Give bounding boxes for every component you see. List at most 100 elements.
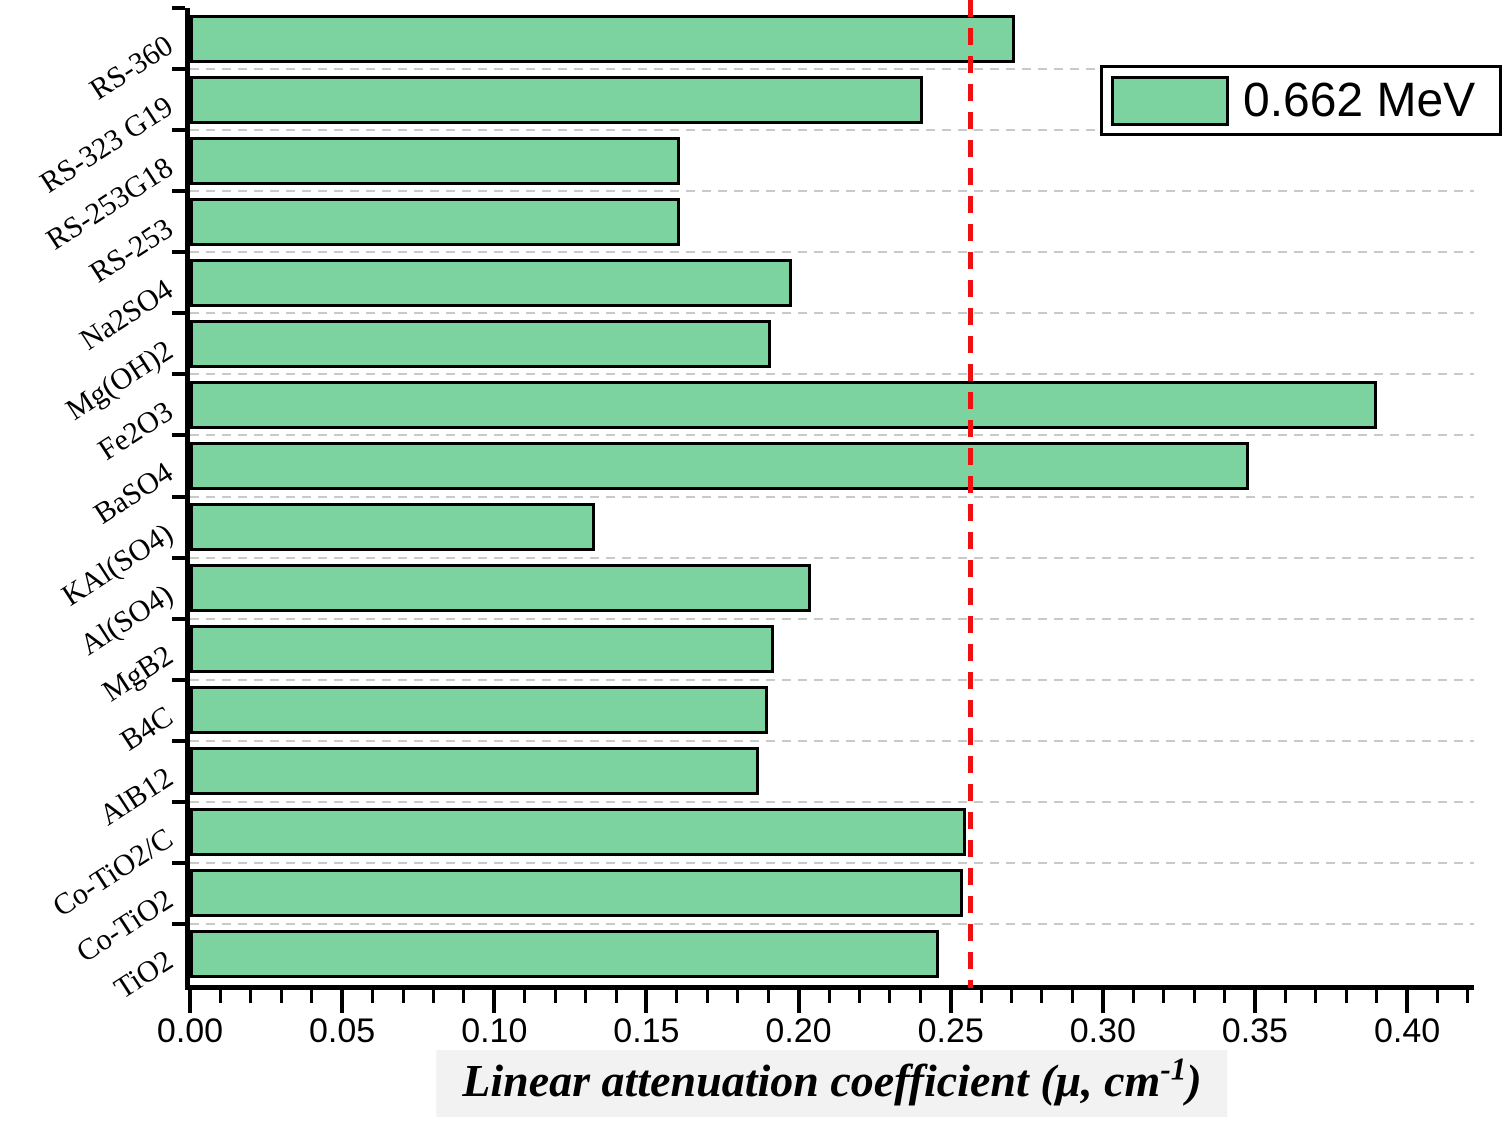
x-axis-minor-tick bbox=[1314, 990, 1318, 1003]
y-axis-tick bbox=[172, 860, 185, 865]
x-axis-minor-tick bbox=[279, 990, 283, 1003]
gridline bbox=[190, 617, 1474, 620]
x-axis-minor-tick bbox=[1192, 990, 1196, 1003]
x-axis-minor-tick bbox=[675, 990, 679, 1003]
x-axis-minor-tick bbox=[979, 990, 983, 1003]
y-axis-tick bbox=[172, 738, 185, 743]
bar-Fe2O3 bbox=[190, 380, 1377, 429]
x-axis-minor-tick bbox=[1070, 990, 1074, 1003]
bar-TiO2 bbox=[190, 930, 939, 979]
y-axis-tick bbox=[172, 6, 185, 10]
x-axis-minor-tick bbox=[1162, 990, 1166, 1003]
y-axis-tick bbox=[172, 677, 185, 682]
x-axis-minor-tick bbox=[888, 990, 892, 1003]
bar-KAl(SO4) bbox=[190, 503, 595, 551]
bar-RS-360 bbox=[190, 14, 1015, 63]
gridline bbox=[190, 251, 1474, 254]
y-axis-tick bbox=[172, 555, 185, 560]
y-axis-tick bbox=[172, 616, 185, 621]
gridline bbox=[190, 312, 1474, 315]
bar-Mg(OH)2 bbox=[190, 319, 772, 368]
gridline bbox=[190, 556, 1474, 559]
gridline bbox=[190, 922, 1474, 925]
y-axis-tick bbox=[172, 250, 185, 255]
reference-line bbox=[968, 0, 974, 988]
bar-MgB2 bbox=[190, 625, 775, 674]
x-axis-minor-tick bbox=[431, 990, 435, 1003]
y-axis-tick bbox=[172, 189, 185, 194]
bar-RS-253 bbox=[190, 197, 680, 246]
x-axis-minor-tick bbox=[1375, 990, 1379, 1003]
gridline bbox=[190, 68, 1474, 71]
legend-label: 0.662 MeV bbox=[1243, 74, 1476, 127]
gridline bbox=[190, 434, 1474, 437]
x-tick-label-0.15: 0.15 bbox=[613, 1012, 680, 1050]
gridline bbox=[190, 800, 1474, 803]
bar-BaSO4 bbox=[190, 441, 1249, 490]
x-axis-minor-tick bbox=[857, 990, 861, 1003]
y-axis-tick bbox=[172, 799, 185, 804]
x-axis-major-tick bbox=[1100, 990, 1105, 1013]
x-axis-minor-tick bbox=[401, 990, 405, 1003]
x-axis-title-close: ) bbox=[1186, 1055, 1202, 1106]
bar-AlB12 bbox=[190, 747, 759, 796]
y-axis-tick bbox=[172, 128, 185, 133]
x-axis-major-tick bbox=[948, 990, 953, 1013]
legend-swatch bbox=[1111, 75, 1229, 126]
y-axis-tick bbox=[172, 433, 185, 438]
x-axis-minor-tick bbox=[736, 990, 740, 1003]
x-axis-title: Linear attenuation coefficient (μ, cm-1) bbox=[436, 1050, 1228, 1117]
bar-RS-253G18 bbox=[190, 136, 680, 185]
y-axis-tick bbox=[172, 67, 185, 72]
x-tick-label-0.20: 0.20 bbox=[765, 1012, 832, 1050]
bar-Na2SO4 bbox=[190, 258, 793, 307]
x-axis-minor-tick bbox=[918, 990, 922, 1003]
bar-Al(SO4) bbox=[190, 564, 811, 613]
y-axis-tick bbox=[172, 921, 185, 926]
x-axis-minor-tick bbox=[1223, 990, 1226, 1003]
x-tick-label-0.10: 0.10 bbox=[461, 1012, 528, 1050]
x-axis-minor-tick bbox=[1283, 990, 1287, 1003]
x-axis-minor-tick bbox=[1344, 990, 1348, 1003]
x-axis-major-tick bbox=[644, 990, 649, 1013]
x-axis-minor-tick bbox=[249, 990, 253, 1003]
x-axis-major-tick bbox=[340, 990, 345, 1013]
gridline bbox=[190, 495, 1474, 498]
x-axis-minor-tick bbox=[218, 990, 222, 1003]
x-axis-major-tick bbox=[1252, 990, 1257, 1013]
x-axis-minor-tick bbox=[523, 990, 527, 1003]
y-axis-tick bbox=[172, 311, 185, 316]
x-axis-minor-tick bbox=[705, 990, 709, 1003]
x-axis-minor-tick bbox=[827, 990, 831, 1003]
x-axis-minor-tick bbox=[766, 990, 770, 1003]
x-axis-minor-tick bbox=[1010, 990, 1013, 1003]
x-axis-major-tick bbox=[1405, 990, 1410, 1013]
x-axis-major-tick bbox=[492, 990, 497, 1013]
x-axis-minor-tick bbox=[553, 990, 557, 1003]
x-axis-minor-tick bbox=[371, 990, 375, 1003]
bar-RS-323 G19 bbox=[190, 75, 924, 124]
x-axis-minor-tick bbox=[1040, 990, 1044, 1003]
bar-Co-TiO2/C bbox=[190, 808, 966, 857]
x-axis-minor-tick bbox=[1466, 990, 1470, 1003]
x-tick-label-0.25: 0.25 bbox=[917, 1012, 984, 1050]
x-axis-minor-tick bbox=[1131, 990, 1135, 1003]
gridline bbox=[190, 129, 1474, 132]
y-axis-tick bbox=[172, 372, 185, 377]
gridline bbox=[190, 190, 1474, 193]
gridline bbox=[190, 678, 1474, 681]
x-axis-title-text: Linear attenuation coefficient (μ, cm bbox=[462, 1055, 1161, 1106]
x-tick-label-0.40: 0.40 bbox=[1374, 1012, 1441, 1050]
x-axis-minor-tick bbox=[614, 990, 618, 1003]
x-axis-minor-tick bbox=[310, 990, 314, 1003]
bar-B4C bbox=[190, 686, 769, 735]
x-tick-label-0.05: 0.05 bbox=[309, 1012, 376, 1050]
legend: 0.662 MeV bbox=[1100, 65, 1502, 136]
plot-area bbox=[185, 0, 1474, 990]
x-axis-major-tick bbox=[188, 990, 192, 1013]
x-axis-minor-tick bbox=[1436, 990, 1439, 1003]
y-axis-tick bbox=[172, 494, 185, 499]
x-axis-major-tick bbox=[796, 990, 801, 1013]
x-axis-title-superscript: -1 bbox=[1160, 1051, 1187, 1087]
